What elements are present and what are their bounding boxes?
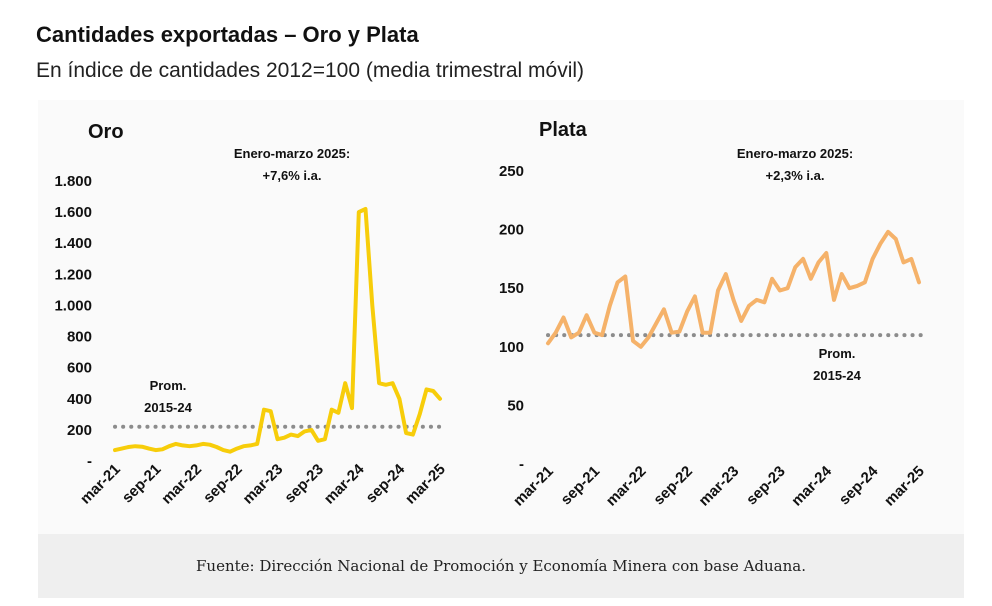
oro-annotation: Enero-marzo 2025: bbox=[234, 146, 350, 161]
oro-series-line bbox=[113, 207, 442, 454]
oro-ytick-label: 200 bbox=[67, 422, 92, 439]
oro-ytick-label: 400 bbox=[67, 391, 92, 408]
oro-ytick-label: 1.000 bbox=[54, 297, 92, 314]
plata-annotation: +2,3% i.a. bbox=[766, 168, 825, 183]
plata-xtick-label: sep-22 bbox=[650, 463, 696, 509]
oro-xtick-label: sep-21 bbox=[119, 461, 165, 507]
plata-xtick-label: mar-23 bbox=[696, 463, 743, 510]
charts-background bbox=[38, 100, 964, 534]
plata-ytick-label: 100 bbox=[499, 339, 524, 356]
plata-xtick-label: sep-21 bbox=[558, 463, 604, 509]
oro-xtick-label: mar-21 bbox=[77, 461, 124, 508]
plata-series-line bbox=[546, 229, 921, 349]
oro-panel-title: Oro bbox=[88, 121, 124, 143]
plata-xtick-label: mar-21 bbox=[510, 463, 557, 510]
plata-xtick-label: mar-25 bbox=[881, 463, 928, 510]
chart-title: Cantidades exportadas – Oro y Plata bbox=[36, 22, 419, 47]
plata-ytick-label: - bbox=[519, 456, 524, 473]
oro-ytick-label: - bbox=[87, 453, 92, 470]
plata-ytick-label: 200 bbox=[499, 222, 524, 239]
oro-xtick-label: mar-23 bbox=[240, 461, 287, 508]
plata-annotation: Enero-marzo 2025: bbox=[737, 146, 853, 161]
oro-annotation: +7,6% i.a. bbox=[263, 168, 322, 183]
oro-xtick-label: mar-22 bbox=[158, 461, 205, 508]
plata-xtick-label: sep-23 bbox=[743, 463, 789, 509]
plata-ytick-label: 50 bbox=[507, 397, 524, 414]
oro-ytick-label: 1.600 bbox=[54, 204, 92, 221]
plata-reference-label: Prom. bbox=[819, 346, 856, 361]
chart-subtitle: En índice de cantidades 2012=100 (media … bbox=[36, 59, 585, 82]
oro-ytick-label: 800 bbox=[67, 329, 92, 346]
oro-xtick-label: sep-22 bbox=[200, 461, 246, 507]
charts-canvas: Oro - 200 400 600 800 1.000 1.200 1.400 1.600 1.80… bbox=[54, 119, 928, 510]
oro-reference-label: 2015-24 bbox=[144, 400, 192, 415]
oro-xtick-label: mar-24 bbox=[321, 460, 368, 507]
plata-ytick-label: 150 bbox=[499, 280, 524, 297]
plata-xtick-label: sep-24 bbox=[836, 462, 882, 508]
oro-xtick-label: sep-24 bbox=[363, 460, 409, 506]
plata-xtick-label: mar-22 bbox=[603, 463, 650, 510]
plata-xtick-label: mar-24 bbox=[788, 462, 835, 509]
source-note: Fuente: Dirección Nacional de Promoción … bbox=[38, 534, 964, 598]
plata-ytick-label: 250 bbox=[499, 163, 524, 180]
oro-ytick-label: 600 bbox=[67, 360, 92, 377]
oro-ytick-label: 1.400 bbox=[54, 235, 92, 252]
oro-ytick-label: 1.800 bbox=[54, 173, 92, 190]
oro-reference-label: Prom. bbox=[150, 378, 187, 393]
plata-panel-title: Plata bbox=[539, 119, 588, 141]
oro-xtick-label: sep-23 bbox=[281, 461, 327, 507]
oro-xtick-label: mar-25 bbox=[402, 461, 449, 508]
plata-reference-label: 2015-24 bbox=[813, 368, 861, 383]
oro-ytick-label: 1.200 bbox=[54, 266, 92, 283]
